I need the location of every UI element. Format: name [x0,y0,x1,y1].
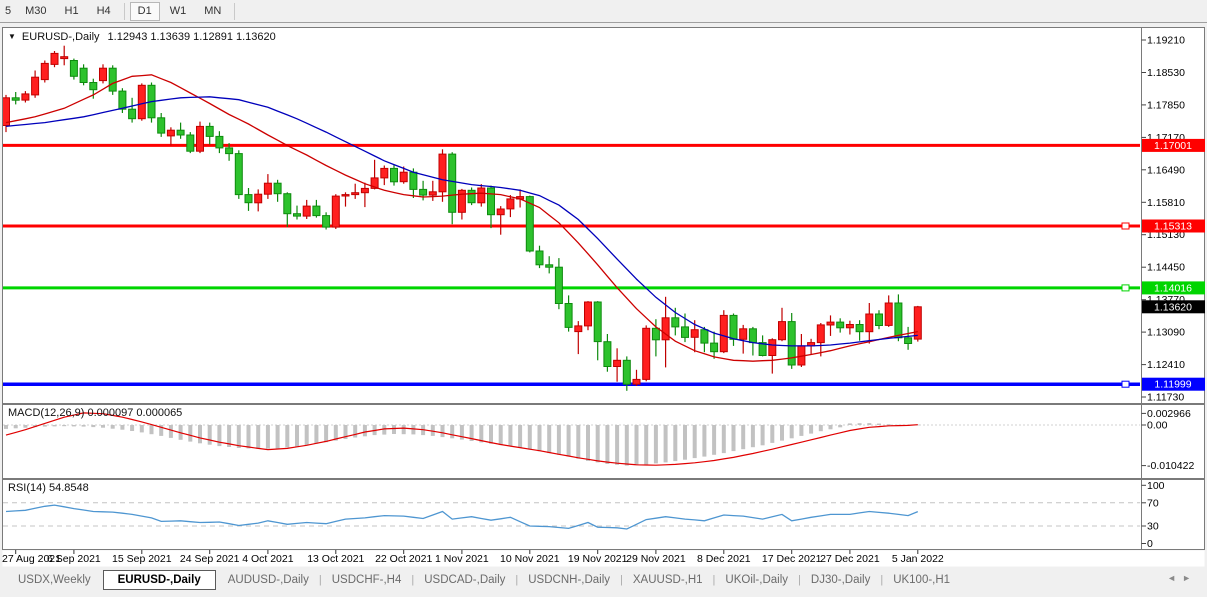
svg-text:1.15810: 1.15810 [1147,197,1185,209]
svg-text:17 Dec 2021: 17 Dec 2021 [762,553,822,565]
ma-fast-line [5,74,918,362]
tab-dj30-daily[interactable]: DJ30-,Daily [810,574,871,586]
tab-ukoil-daily[interactable]: UKOil-,Daily [725,574,789,586]
chart-ohlc-values: 1.12943 1.13639 1.12891 1.13620 [107,31,276,43]
timeframe-button-5[interactable]: 5 [5,5,12,17]
collapse-triangle-icon[interactable]: ▼ [8,32,16,41]
tab-usdchf-h4[interactable]: USDCHF-,H4 [331,574,402,586]
ma-slow-line [5,96,918,347]
toolbar-separator [234,2,236,20]
svg-text:10 Nov 2021: 10 Nov 2021 [500,553,560,565]
tab-xauusd-h1[interactable]: XAUUSD-,H1 [632,574,703,586]
tab-audusd-daily[interactable]: AUDUSD-,Daily [227,574,309,586]
svg-text:1.11730: 1.11730 [1147,392,1184,404]
svg-text:1.13620: 1.13620 [1154,301,1192,313]
svg-text:1.17001: 1.17001 [1154,140,1192,152]
svg-text:5 Jan 2022: 5 Jan 2022 [892,553,944,565]
timeframe-button-h1[interactable]: H1 [64,5,79,17]
rsi-label: RSI(14) 54.8548 [8,482,89,494]
tab-scroll-right-icon[interactable]: ► [1182,573,1197,583]
svg-text:1.11999: 1.11999 [1154,379,1191,391]
tab-scroll-arrows: ◄► [1167,573,1197,583]
svg-text:29 Nov 2021: 29 Nov 2021 [626,553,686,565]
timeframe-button-mn[interactable]: MN [204,5,222,17]
svg-text:1.15313: 1.15313 [1154,221,1192,233]
svg-text:1.18530: 1.18530 [1147,67,1185,79]
svg-text:1.14450: 1.14450 [1147,262,1185,274]
svg-text:70: 70 [1147,497,1159,509]
timeframe-button-w1[interactable]: W1 [169,5,187,17]
svg-text:15 Sep 2021: 15 Sep 2021 [112,553,172,565]
tab-usdx-weekly[interactable]: USDX,Weekly [18,574,91,586]
macd-signal-line [5,412,918,466]
svg-text:1.16490: 1.16490 [1147,164,1185,176]
rsi-line [5,504,919,530]
tab-separator: | [798,574,801,586]
svg-text:27 Aug 2021: 27 Aug 2021 [2,553,61,565]
svg-text:30: 30 [1147,521,1159,533]
timeframe-button-d1[interactable]: D1 [129,1,160,21]
toolbar-separator [123,2,125,20]
svg-text:22 Oct 2021: 22 Oct 2021 [375,553,432,565]
tab-separator: | [515,574,519,586]
svg-text:100: 100 [1147,480,1165,492]
svg-text:13 Oct 2021: 13 Oct 2021 [307,553,364,565]
bottom-gutter [0,592,1207,597]
svg-text:0.002966: 0.002966 [1147,408,1191,420]
tab-separator: | [318,574,322,586]
candles [3,45,922,391]
svg-text:1.14016: 1.14016 [1154,282,1192,294]
svg-text:1.13090: 1.13090 [1147,327,1185,339]
svg-text:27 Dec 2021: 27 Dec 2021 [820,553,880,565]
svg-text:8 Dec 2021: 8 Dec 2021 [697,553,751,565]
svg-text:19 Nov 2021: 19 Nov 2021 [568,553,628,565]
tab-uk100-h1[interactable]: UK100-,H1 [893,574,951,586]
macd-label: MACD(12,26,9) 0.000097 0.000065 [8,407,183,419]
chart-title: ▼ EURUSD-,Daily 1.12943 1.13639 1.12891 1.… [8,31,276,43]
tab-separator: | [620,574,623,586]
chart-symbol-label: EURUSD-,Daily [21,31,100,43]
tab-eurusd-daily[interactable]: EURUSD-,Daily [102,570,216,590]
rsi-axis: 100 70 30 0 [1141,480,1165,550]
tab-separator: | [880,574,884,586]
timeframe-button-h4[interactable]: H4 [96,5,111,17]
tab-usdcnh-daily[interactable]: USDCNH-,Daily [528,574,611,586]
svg-text:0.00: 0.00 [1147,420,1168,432]
timeframe-button-m30[interactable]: M30 [25,5,47,17]
svg-text:6 Sep 2021: 6 Sep 2021 [47,553,101,565]
symbol-tabbar: USDX,Weekly EURUSD-,Daily AUDUSD-,Daily | US… [0,568,1207,592]
svg-text:0: 0 [1147,538,1153,550]
rsi-value: 54.8548 [48,482,89,494]
hline-handle[interactable] [1121,284,1130,292]
svg-text:-0.010422: -0.010422 [1147,460,1194,472]
svg-text:4 Oct 2021: 4 Oct 2021 [242,553,294,565]
tab-separator: | [712,574,716,586]
tab-scroll-left-icon[interactable]: ◄ [1167,573,1183,583]
tab-separator: | [411,574,415,586]
tab-usdcad-daily[interactable]: USDCAD-,Daily [424,574,506,586]
hline-handle[interactable] [1121,380,1130,388]
svg-text:1.19210: 1.19210 [1147,35,1185,47]
current-price-tag: 1.13620 [1142,300,1205,314]
svg-text:24 Sep 2021: 24 Sep 2021 [180,553,240,565]
timeframe-toolbar: 5 M30 H1 H4 D1 W1 MN [0,0,1207,23]
macd-histogram [4,423,920,466]
hline-handle[interactable] [1121,222,1130,230]
svg-text:1.17850: 1.17850 [1147,99,1185,111]
svg-text:1.12410: 1.12410 [1147,359,1185,371]
macd-values: 0.000097 0.000065 [87,407,183,419]
svg-text:1 Nov 2021: 1 Nov 2021 [435,553,489,565]
